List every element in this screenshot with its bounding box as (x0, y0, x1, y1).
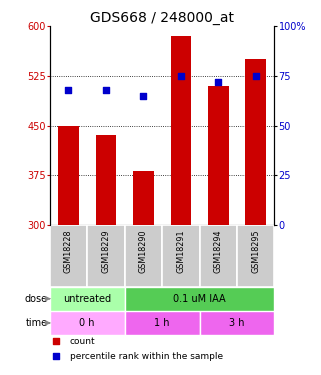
Text: 3 h: 3 h (229, 318, 245, 328)
Text: percentile rank within the sample: percentile rank within the sample (70, 352, 223, 361)
Title: GDS668 / 248000_at: GDS668 / 248000_at (90, 11, 234, 25)
Text: untreated: untreated (63, 294, 111, 304)
Bar (50, 311, 125, 335)
Bar (58, 126, 79, 225)
Point (221, 279, 226, 285)
Bar (125, 311, 200, 335)
Bar (96, 135, 116, 225)
Text: 0.1 uM IAA: 0.1 uM IAA (173, 294, 226, 304)
Text: 1 h: 1 h (154, 318, 170, 328)
Text: count: count (70, 337, 96, 346)
Text: time: time (25, 318, 48, 328)
Text: dose: dose (24, 294, 48, 304)
Text: GSM18291: GSM18291 (176, 230, 185, 273)
Point (178, 73, 183, 79)
Text: GSM18228: GSM18228 (64, 230, 73, 273)
Bar (200, 311, 274, 335)
Text: 0 h: 0 h (80, 318, 95, 328)
Bar (162, 225, 200, 286)
Bar (170, 36, 191, 225)
Point (253, 73, 258, 79)
Bar (87, 225, 125, 286)
Text: GSM18290: GSM18290 (139, 230, 148, 273)
Bar (237, 225, 274, 286)
Bar (246, 59, 266, 225)
Text: GSM18229: GSM18229 (101, 230, 110, 273)
Point (141, 93, 146, 99)
Bar (50, 225, 87, 286)
Text: GSM18295: GSM18295 (251, 230, 260, 273)
Point (103, 87, 108, 93)
Bar (50, 286, 125, 311)
Bar (133, 171, 154, 225)
Text: GSM18294: GSM18294 (214, 230, 223, 273)
Bar (125, 286, 274, 311)
Bar (200, 225, 237, 286)
Bar (208, 86, 229, 225)
Point (221, 143, 226, 149)
Point (216, 79, 221, 85)
Point (66, 87, 71, 93)
Bar (125, 225, 162, 286)
